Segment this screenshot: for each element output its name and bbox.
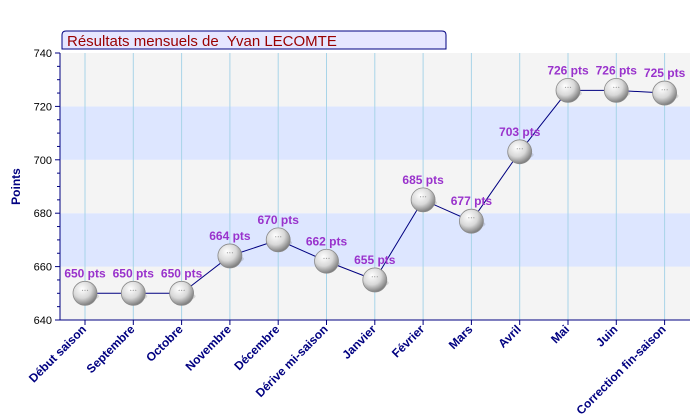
x-tick-label: Février: [389, 322, 427, 360]
data-point-ball: [603, 77, 629, 103]
data-point-logo-mark: ⋆⋆⋆: [564, 84, 572, 89]
y-tick-label: 700: [34, 155, 52, 167]
data-point-ball: [362, 267, 388, 293]
data-point-logo-mark: ⋆⋆⋆: [371, 274, 379, 279]
data-point: ⋆⋆⋆: [458, 208, 486, 234]
x-tick-label: Juin: [593, 322, 620, 349]
data-label: 650 pts: [161, 266, 203, 280]
y-tick-label: 640: [34, 315, 52, 327]
data-point: ⋆⋆⋆: [652, 80, 679, 106]
x-tick-label: Correction fin-saison: [573, 322, 668, 417]
x-tick-label: Novembre: [183, 322, 235, 374]
data-point-logo-mark: ⋆⋆⋆: [178, 287, 186, 292]
data-point: ⋆⋆⋆: [265, 227, 293, 253]
data-point: ⋆⋆⋆: [72, 280, 99, 306]
data-labels: 650 pts 650 pts 650 pts 664 pts 670 pts 662 p…: [64, 63, 685, 280]
data-point: ⋆⋆⋆: [217, 243, 244, 269]
data-label: 725 pts: [644, 66, 686, 80]
x-tick-label: Avril: [495, 322, 523, 350]
data-point: ⋆⋆⋆: [362, 267, 389, 293]
data-point: ⋆⋆⋆: [507, 139, 534, 165]
x-tick-label: Décembre: [231, 322, 282, 373]
data-label: 685 pts: [402, 173, 444, 187]
data-point: ⋆⋆⋆: [120, 280, 148, 306]
data-point-logo-mark: ⋆⋆⋆: [419, 194, 427, 199]
data-point-logo-mark: ⋆⋆⋆: [613, 84, 621, 89]
data-points: ⋆⋆⋆ ⋆⋆⋆ ⋆⋆⋆ ⋆⋆⋆ ⋆⋆⋆ ⋆⋆⋆ ⋆⋆⋆ ⋆⋆⋆ ⋆⋆⋆ ⋆⋆⋆ ⋆⋆⋆ ⋆⋆⋆ ⋆⋆⋆: [72, 77, 679, 306]
chart-title-background: [61, 30, 447, 50]
data-point: ⋆⋆⋆: [555, 77, 582, 103]
data-point-ball: [265, 227, 291, 253]
data-point-ball: [410, 187, 436, 213]
data-point-ball: [217, 243, 243, 269]
data-label: 703 pts: [499, 125, 541, 139]
data-label: 664 pts: [209, 229, 251, 243]
data-point-ball: [507, 139, 533, 165]
data-point-ball: [120, 280, 146, 306]
x-tick-label: Début saison: [26, 322, 89, 385]
data-point-ball: [458, 208, 484, 234]
x-tick-label: Janvier: [339, 322, 379, 362]
data-point-logo-mark: ⋆⋆⋆: [323, 255, 331, 260]
x-tick-label: Mai: [548, 322, 572, 346]
x-tick-label: Octobre: [143, 322, 186, 365]
data-label: 650 pts: [64, 266, 106, 280]
data-point-logo-mark: ⋆⋆⋆: [81, 287, 89, 292]
data-point-logo-mark: ⋆⋆⋆: [468, 215, 476, 220]
data-point-logo-mark: ⋆⋆⋆: [661, 87, 669, 92]
data-label: 726 pts: [596, 63, 638, 77]
data-point-ball: [555, 77, 581, 103]
data-point: ⋆⋆⋆: [410, 187, 438, 213]
data-point-ball: [169, 280, 195, 306]
data-label: 655 pts: [354, 253, 396, 267]
chart-title-box: Résultats mensuels de Yvan LECOMTE: [61, 30, 447, 50]
data-point-ball: [72, 280, 98, 306]
data-label: 662 pts: [306, 234, 348, 248]
data-point-logo-mark: ⋆⋆⋆: [226, 250, 234, 255]
data-label: 650 pts: [113, 266, 155, 280]
data-point-ball: [652, 80, 677, 106]
axes: [55, 52, 690, 325]
data-point-ball: [314, 248, 339, 274]
data-point: ⋆⋆⋆: [169, 280, 196, 306]
y-tick-label: 720: [34, 101, 52, 113]
data-label: 670 pts: [258, 213, 300, 227]
data-point: ⋆⋆⋆: [314, 248, 341, 274]
data-label: 726 pts: [547, 63, 589, 77]
chart-title: Résultats mensuels de Yvan LECOMTE: [67, 33, 337, 50]
data-label: 677 pts: [451, 194, 493, 208]
y-tick-label: 660: [34, 262, 52, 274]
data-point: ⋆⋆⋆: [603, 77, 631, 103]
data-point-logo-mark: ⋆⋆⋆: [274, 234, 282, 239]
y-tick-labels: 640 660 680 700 720 740: [34, 48, 52, 327]
x-tick-label: Mars: [446, 322, 476, 352]
data-point-logo-mark: ⋆⋆⋆: [516, 146, 524, 151]
y-tick-label: 680: [34, 208, 52, 220]
y-tick-label: 740: [34, 48, 52, 60]
y-axis-label: Points: [9, 168, 23, 205]
data-point-logo-mark: ⋆⋆⋆: [130, 287, 138, 292]
x-tick-label: Septembre: [84, 322, 138, 376]
